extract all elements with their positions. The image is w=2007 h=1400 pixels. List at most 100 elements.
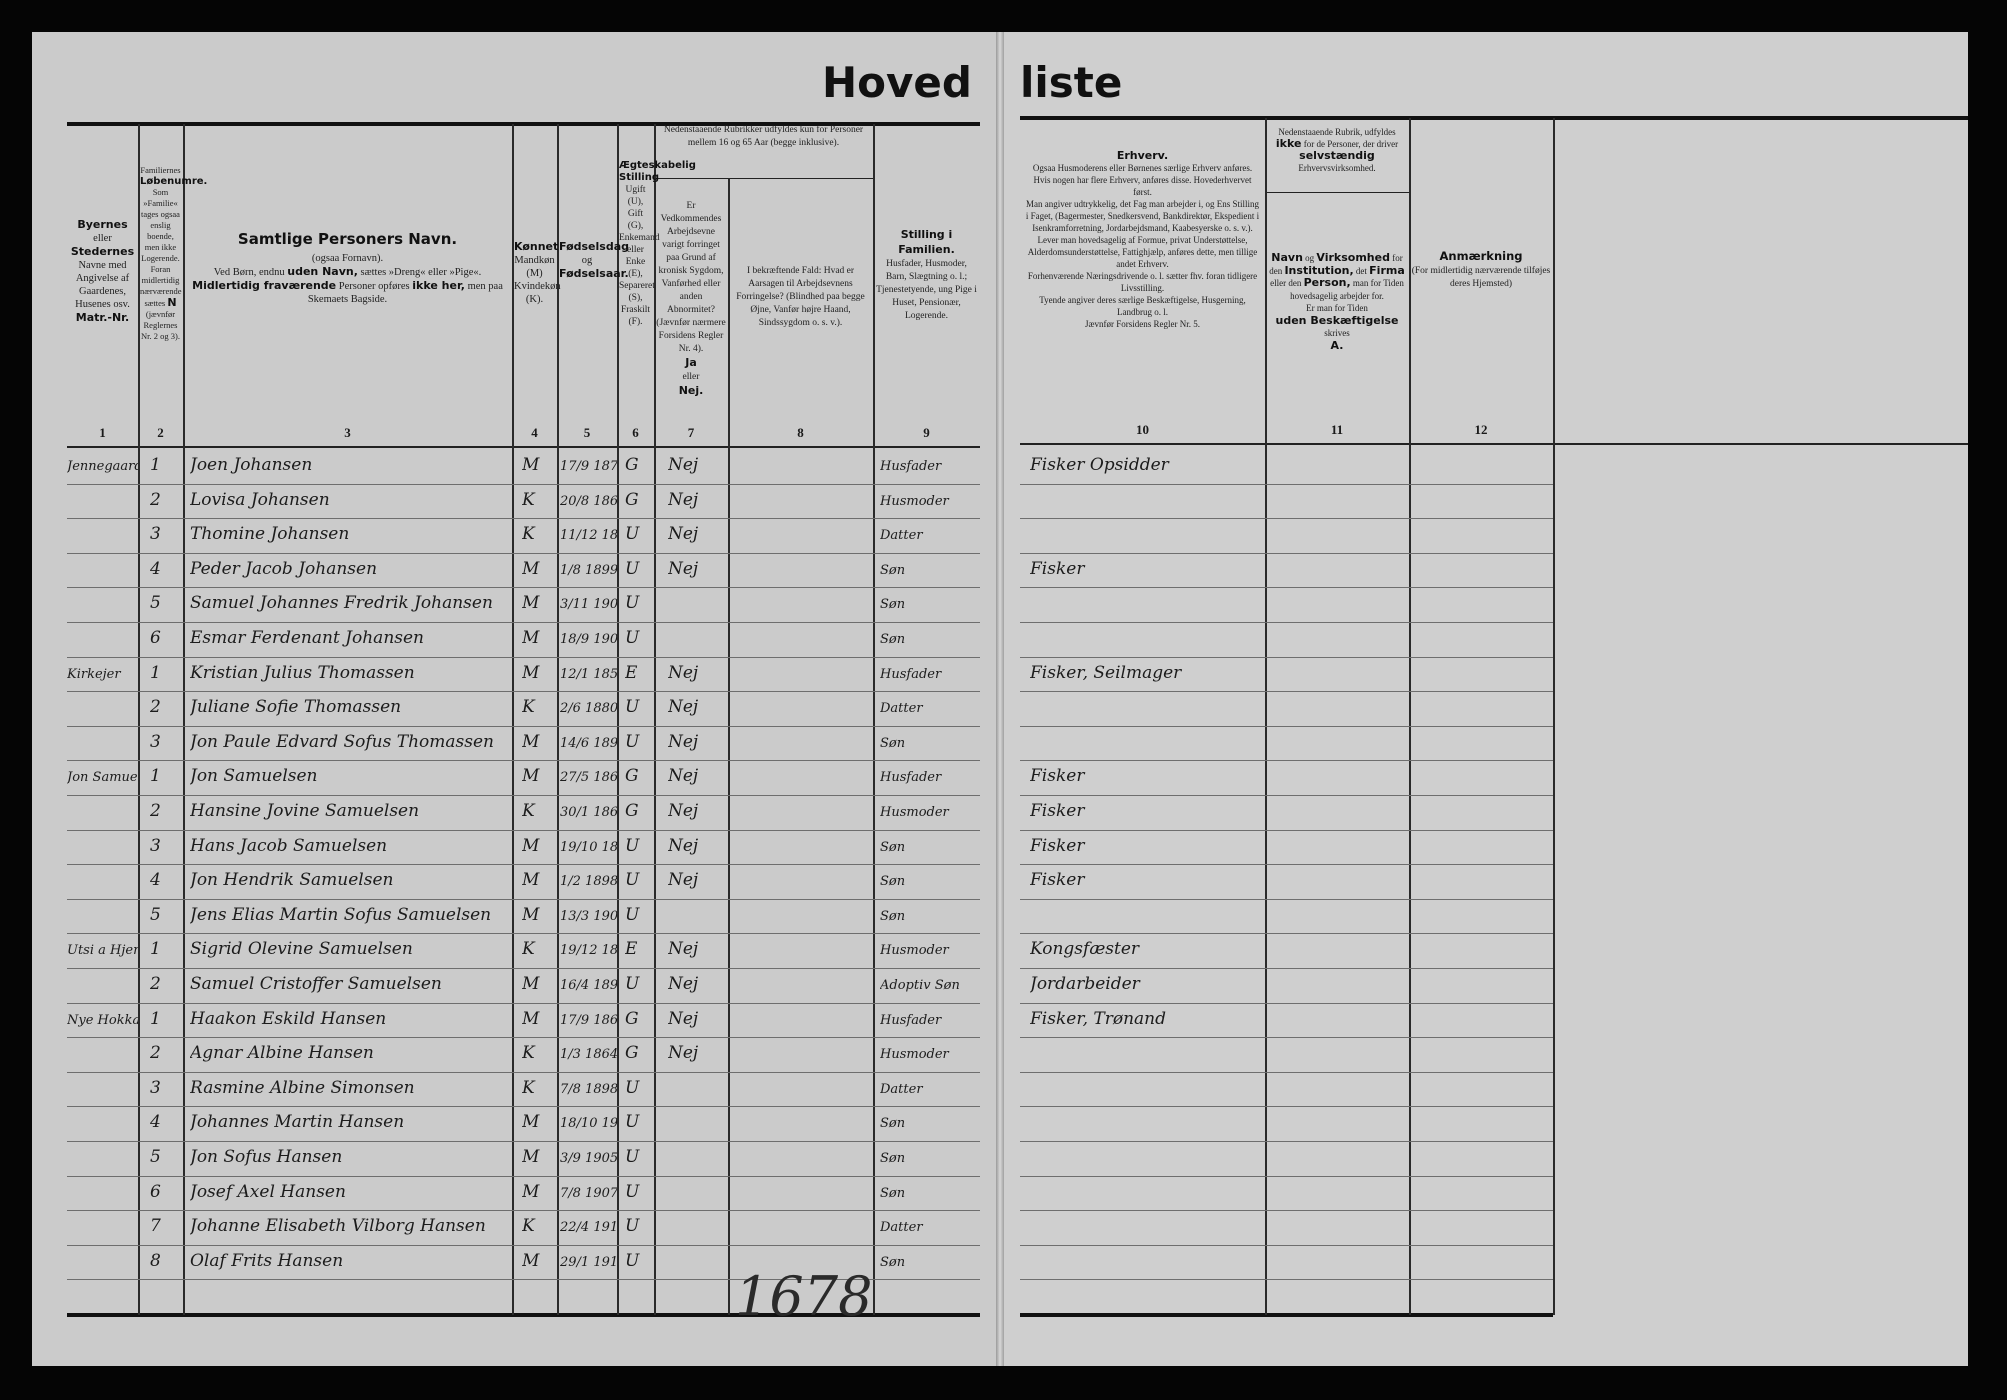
family-number: 2 bbox=[150, 697, 161, 718]
disability-answer: Nej bbox=[668, 766, 699, 787]
marital-status: U bbox=[625, 974, 640, 994]
header-col4: Kønnet Mandkøn (M) Kvindekøn (K). bbox=[514, 240, 561, 305]
row-rule bbox=[67, 1002, 980, 1004]
row-rule bbox=[67, 1141, 980, 1142]
occupation: Fisker Opsidder bbox=[1030, 455, 1169, 475]
sex: K bbox=[522, 1216, 535, 1237]
family-number: 4 bbox=[150, 1112, 161, 1133]
family-number: 2 bbox=[150, 801, 161, 821]
column-number-8: 8 bbox=[797, 425, 804, 440]
marital-status: G bbox=[625, 1008, 639, 1029]
occupation: Kongsfæster bbox=[1030, 939, 1140, 960]
row-rule bbox=[67, 691, 980, 693]
family-number: 6 bbox=[150, 628, 161, 648]
person-name: Juliane Sofie Thomassen bbox=[190, 697, 402, 718]
person-name: Joen Johansen bbox=[190, 455, 313, 475]
left-header-rule bbox=[67, 446, 980, 448]
row-rule bbox=[67, 587, 980, 589]
header-col6: Ægteskabelig Stilling Ugift (U), Gift (G)… bbox=[619, 160, 696, 327]
family-position: Søn bbox=[880, 735, 906, 751]
sex: M bbox=[522, 904, 540, 925]
sex: M bbox=[522, 593, 540, 614]
row-rule bbox=[67, 483, 980, 485]
column-divider bbox=[1265, 118, 1267, 1315]
person-name: Agnar Albine Hansen bbox=[190, 1043, 374, 1064]
birth-date: 27/5 1866 bbox=[560, 770, 617, 786]
sex: K bbox=[522, 697, 535, 718]
header-col7-8-top: Nedenstaaende Rubrikker udfyldes kun for… bbox=[663, 125, 864, 148]
sex: M bbox=[522, 1147, 540, 1167]
sex: M bbox=[522, 1250, 540, 1271]
row-rule bbox=[1020, 898, 1553, 900]
marital-status: U bbox=[625, 1250, 640, 1271]
marital-status: G bbox=[625, 489, 639, 510]
disability-answer: Nej bbox=[668, 524, 699, 545]
birth-date: 12/1 1854 bbox=[560, 666, 617, 682]
person-name: Hansine Jovine Samuelsen bbox=[190, 801, 420, 821]
place-name: Kirkejer bbox=[67, 666, 121, 682]
family-number: 4 bbox=[150, 558, 161, 579]
family-position: Husfader bbox=[880, 1012, 942, 1028]
birth-date: 14/6 1899 bbox=[560, 735, 617, 751]
occupation: Fisker, Seilmager bbox=[1030, 662, 1182, 683]
row-rule bbox=[67, 864, 980, 866]
column-number-7: 7 bbox=[687, 425, 695, 440]
row-rule bbox=[1020, 483, 1553, 485]
occupation: Jordarbeider bbox=[1030, 974, 1140, 994]
row-rule bbox=[1020, 1106, 1553, 1108]
row-rule bbox=[67, 1175, 980, 1177]
person-name: Haakon Eskild Hansen bbox=[190, 1008, 387, 1029]
row-rule bbox=[1020, 656, 1553, 658]
family-number: 7 bbox=[150, 1216, 161, 1237]
column-divider bbox=[557, 124, 559, 1315]
birth-date: 17/9 1867 bbox=[560, 1012, 617, 1028]
person-name: Jon Sofus Hansen bbox=[190, 1147, 343, 1167]
handwritten-page-number: 1678 bbox=[735, 1265, 873, 1328]
birth-date: 30/1 1866 bbox=[560, 805, 617, 820]
row-rule bbox=[1020, 1037, 1553, 1039]
birth-date: 19/10 1897 bbox=[560, 839, 617, 855]
person-name: Johanne Elisabeth Vilborg Hansen bbox=[190, 1216, 486, 1237]
family-number: 1 bbox=[150, 1008, 161, 1029]
row-rule bbox=[1020, 933, 1553, 935]
family-position: Søn bbox=[880, 839, 906, 855]
birth-date: 20/8 1861 bbox=[560, 493, 617, 509]
left-bottom-rule bbox=[67, 1313, 980, 1317]
birth-date: 22/4 1910 bbox=[560, 1220, 617, 1236]
occupation: Fisker bbox=[1030, 801, 1085, 821]
family-number: 2 bbox=[150, 1043, 161, 1064]
sex: M bbox=[522, 628, 540, 648]
row-rule bbox=[1020, 829, 1553, 831]
person-name: Jon Hendrik Samuelsen bbox=[190, 870, 394, 891]
column-divider bbox=[183, 124, 185, 1315]
occupation: Fisker, Trønand bbox=[1030, 1008, 1166, 1029]
row-rule bbox=[67, 622, 980, 623]
sex: M bbox=[522, 558, 540, 579]
person-name: Samuel Cristoffer Samuelsen bbox=[190, 974, 442, 994]
person-name: Lovisa Johansen bbox=[190, 489, 330, 510]
family-position: Søn bbox=[880, 1254, 906, 1270]
row-rule bbox=[67, 968, 980, 969]
occupation: Fisker bbox=[1030, 766, 1085, 787]
sex: K bbox=[522, 489, 535, 510]
column-number-5: 5 bbox=[583, 425, 591, 440]
family-position: Søn bbox=[880, 597, 906, 613]
marital-status: U bbox=[625, 524, 640, 545]
row-rule bbox=[67, 1106, 980, 1108]
family-position: Husmoder bbox=[880, 1047, 949, 1063]
row-rule bbox=[67, 1071, 980, 1073]
marital-status: U bbox=[625, 904, 640, 925]
column-number-9: 9 bbox=[923, 425, 930, 440]
marital-status: U bbox=[625, 1112, 640, 1133]
row-rule bbox=[67, 518, 980, 520]
marital-status: U bbox=[625, 697, 640, 718]
column-number-2: 2 bbox=[157, 425, 164, 440]
family-number: 1 bbox=[150, 766, 161, 787]
c78-split-rule bbox=[654, 178, 873, 179]
marital-status: U bbox=[625, 558, 640, 579]
person-name: Jon Samuelsen bbox=[190, 766, 318, 787]
column-number-6: 6 bbox=[632, 425, 639, 440]
sex: M bbox=[522, 835, 540, 856]
birth-date: 3/9 1905 bbox=[560, 1151, 617, 1166]
header-col9: Stilling i Familien. Husfader, Husmoder, … bbox=[876, 228, 977, 321]
